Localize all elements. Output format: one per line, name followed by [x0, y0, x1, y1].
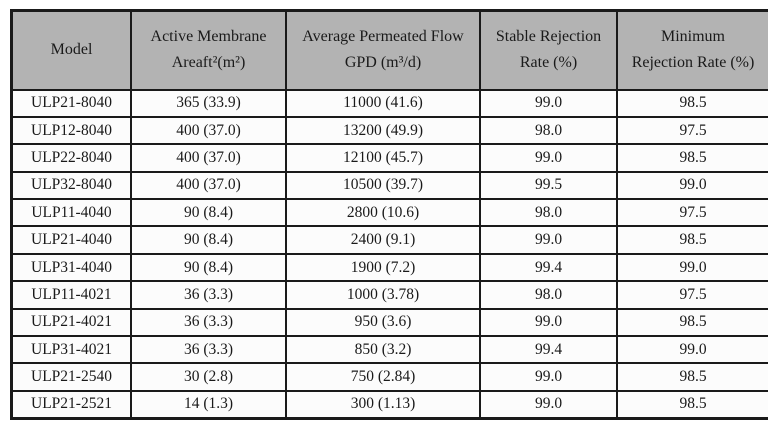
table-row: ULP21-2521 14 (1.3) 300 (1.13) 99.0 98.5 — [10, 389, 768, 420]
table-row: ULP31-4021 36 (3.3) 850 (3.2) 99.4 99.0 — [10, 335, 768, 365]
cell-stable-rejection: 99.0 — [479, 225, 618, 255]
cell-stable-rejection: 99.4 — [479, 252, 618, 283]
cell-minimum-rejection: 99.0 — [616, 335, 768, 365]
cell-membrane-area: 90 (8.4) — [130, 198, 287, 228]
cell-permeated-flow: 300 (1.13) — [285, 389, 481, 420]
column-header-line: Rejection Rate (%) — [631, 54, 755, 72]
cell-membrane-area: 365 (33.9) — [130, 88, 287, 118]
cell-model: ULP31-4021 — [10, 335, 132, 365]
cell-model: ULP21-4021 — [10, 307, 132, 338]
cell-model: ULP32-8040 — [10, 170, 132, 201]
cell-stable-rejection: 99.0 — [479, 88, 618, 118]
column-header-line: Model — [50, 41, 93, 59]
cell-model: ULP21-2540 — [10, 362, 132, 392]
cell-model: ULP21-8040 — [10, 88, 132, 118]
cell-membrane-area: 14 (1.3) — [130, 389, 287, 420]
column-header-line: Active Membrane — [150, 28, 267, 46]
table-row: ULP21-4040 90 (8.4) 2400 (9.1) 99.0 98.5 — [10, 225, 768, 255]
table-header: Model Active Membrane Areaft²(m²) Average P… — [10, 9, 768, 91]
cell-model: ULP21-4040 — [10, 225, 132, 255]
table-row: ULP31-4040 90 (8.4) 1900 (7.2) 99.4 99.0 — [10, 252, 768, 283]
cell-minimum-rejection: 98.5 — [616, 389, 768, 420]
column-header-minimum-rejection: Minimum Rejection Rate (%) — [616, 9, 768, 91]
table-row: ULP32-8040 400 (37.0) 10500 (39.7) 99.5 99.0 — [10, 170, 768, 201]
cell-permeated-flow: 13200 (49.9) — [285, 115, 481, 146]
cell-permeated-flow: 950 (3.6) — [285, 307, 481, 338]
table-row: ULP12-8040 400 (37.0) 13200 (49.9) 98.0 97.5 — [10, 115, 768, 146]
cell-permeated-flow: 1900 (7.2) — [285, 252, 481, 283]
cell-stable-rejection: 98.0 — [479, 115, 618, 146]
cell-minimum-rejection: 98.5 — [616, 225, 768, 255]
cell-permeated-flow: 12100 (45.7) — [285, 143, 481, 173]
cell-stable-rejection: 99.5 — [479, 170, 618, 201]
table-row: ULP21-4021 36 (3.3) 950 (3.6) 99.0 98.5 — [10, 307, 768, 338]
cell-permeated-flow: 2400 (9.1) — [285, 225, 481, 255]
cell-minimum-rejection: 98.5 — [616, 143, 768, 173]
cell-stable-rejection: 99.0 — [479, 362, 618, 392]
cell-minimum-rejection: 99.0 — [616, 170, 768, 201]
cell-minimum-rejection: 98.5 — [616, 362, 768, 392]
column-header-membrane-area: Active Membrane Areaft²(m²) — [130, 9, 287, 91]
cell-permeated-flow: 10500 (39.7) — [285, 170, 481, 201]
cell-permeated-flow: 850 (3.2) — [285, 335, 481, 365]
table-body: ULP21-8040 365 (33.9) 11000 (41.6) 99.0 98.5… — [10, 88, 768, 420]
cell-stable-rejection: 99.0 — [479, 307, 618, 338]
column-header-stable-rejection: Stable Rejection Rate (%) — [479, 9, 618, 91]
cell-stable-rejection: 99.0 — [479, 389, 618, 420]
cell-minimum-rejection: 98.5 — [616, 307, 768, 338]
cell-minimum-rejection: 99.0 — [616, 252, 768, 283]
cell-membrane-area: 30 (2.8) — [130, 362, 287, 392]
column-header-line: Rate (%) — [519, 54, 578, 72]
column-header-line: Average Permeated Flow — [302, 28, 464, 46]
membrane-spec-table: Model Active Membrane Areaft²(m²) Average P… — [10, 9, 768, 420]
cell-stable-rejection: 99.0 — [479, 143, 618, 173]
column-header-model: Model — [10, 9, 132, 91]
cell-membrane-area: 400 (37.0) — [130, 115, 287, 146]
cell-membrane-area: 36 (3.3) — [130, 335, 287, 365]
cell-membrane-area: 400 (37.0) — [130, 143, 287, 173]
column-header-line: GPD (m³/d) — [344, 54, 422, 72]
column-header-line: Stable Rejection — [495, 28, 602, 46]
cell-permeated-flow: 2800 (10.6) — [285, 198, 481, 228]
cell-membrane-area: 400 (37.0) — [130, 170, 287, 201]
cell-membrane-area: 90 (8.4) — [130, 252, 287, 283]
cell-permeated-flow: 11000 (41.6) — [285, 88, 481, 118]
cell-minimum-rejection: 97.5 — [616, 280, 768, 310]
cell-permeated-flow: 750 (2.84) — [285, 362, 481, 392]
cell-model: ULP11-4021 — [10, 280, 132, 310]
table-row: ULP11-4040 90 (8.4) 2800 (10.6) 98.0 97.5 — [10, 198, 768, 228]
cell-minimum-rejection: 97.5 — [616, 198, 768, 228]
column-header-line: Areaft²(m²) — [171, 54, 246, 72]
table-row: ULP22-8040 400 (37.0) 12100 (45.7) 99.0 98.5 — [10, 143, 768, 173]
table-row: ULP21-8040 365 (33.9) 11000 (41.6) 99.0 98.5 — [10, 88, 768, 118]
cell-membrane-area: 90 (8.4) — [130, 225, 287, 255]
column-header-line: Minimum — [660, 28, 725, 46]
cell-model: ULP12-8040 — [10, 115, 132, 146]
cell-stable-rejection: 98.0 — [479, 198, 618, 228]
table-row: ULP21-2540 30 (2.8) 750 (2.84) 99.0 98.5 — [10, 362, 768, 392]
cell-model: ULP21-2521 — [10, 389, 132, 420]
cell-model: ULP22-8040 — [10, 143, 132, 173]
cell-membrane-area: 36 (3.3) — [130, 307, 287, 338]
column-header-permeated-flow: Average Permeated Flow GPD (m³/d) — [285, 9, 481, 91]
table-row: ULP11-4021 36 (3.3) 1000 (3.78) 98.0 97.5 — [10, 280, 768, 310]
header-row: Model Active Membrane Areaft²(m²) Average P… — [10, 9, 768, 91]
cell-stable-rejection: 98.0 — [479, 280, 618, 310]
cell-model: ULP31-4040 — [10, 252, 132, 283]
cell-minimum-rejection: 97.5 — [616, 115, 768, 146]
cell-minimum-rejection: 98.5 — [616, 88, 768, 118]
cell-stable-rejection: 99.4 — [479, 335, 618, 365]
cell-permeated-flow: 1000 (3.78) — [285, 280, 481, 310]
cell-model: ULP11-4040 — [10, 198, 132, 228]
cell-membrane-area: 36 (3.3) — [130, 280, 287, 310]
